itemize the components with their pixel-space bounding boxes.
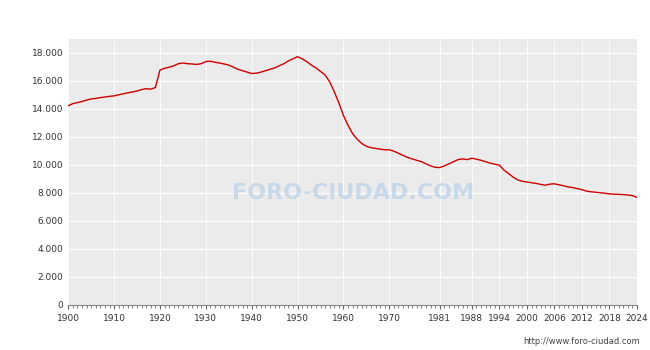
Text: http://www.foro-ciudad.com: http://www.foro-ciudad.com (523, 337, 640, 346)
Text: Azuaga (Municipio) - Evolucion del numero de Habitantes: Azuaga (Municipio) - Evolucion del numer… (133, 10, 517, 23)
Text: FORO-CIUDAD.COM: FORO-CIUDAD.COM (231, 183, 474, 203)
